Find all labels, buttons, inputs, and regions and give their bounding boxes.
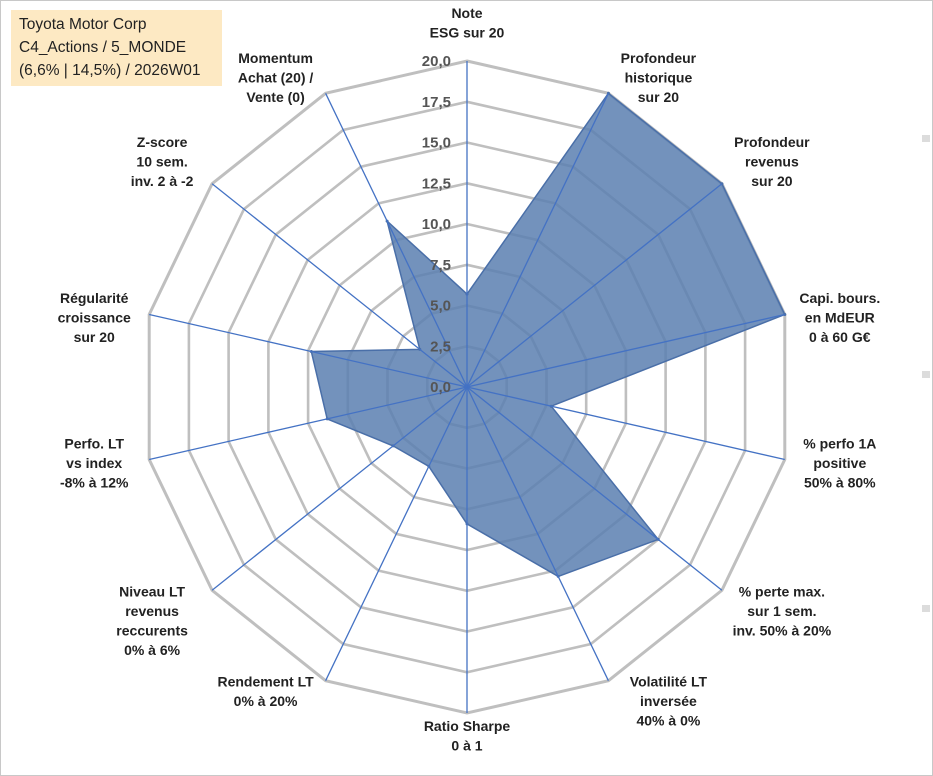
axis-label-line: sur 20 <box>74 329 115 345</box>
axis-label-line: croissance <box>58 310 131 326</box>
scrollbar-mark <box>922 605 930 612</box>
spoke-line <box>466 386 785 461</box>
axis-label-line: -8% à 12% <box>60 474 129 490</box>
spoke-line <box>466 386 723 591</box>
tick-label: 20,0 <box>422 53 451 70</box>
spoke-line <box>211 386 468 591</box>
tick-label: 10,0 <box>422 216 451 233</box>
axis-label-line: % perte max. <box>739 583 825 599</box>
axis-label-line: % perfo 1A <box>803 435 876 451</box>
axis-label-line: positive <box>813 455 866 471</box>
axis-label-12: Z-score 10 sem. inv. 2 à -2 <box>131 134 194 189</box>
tick-label: 17,5 <box>422 94 451 111</box>
axis-label-line: Régularité <box>60 290 129 306</box>
axis-label-line: inv. 2 à -2 <box>131 173 194 189</box>
axis-label-line: Niveau LT <box>119 583 185 599</box>
axis-label-line: Rendement LT <box>217 674 314 690</box>
axis-label-line: 0 à 60 G€ <box>809 329 871 345</box>
axis-label-0: Note ESG sur 20 <box>430 5 505 41</box>
spoke-line <box>466 313 785 388</box>
tick-label: 2,5 <box>430 338 451 355</box>
tick-label: 5,0 <box>430 298 451 315</box>
axis-label-line: 50% à 80% <box>804 474 876 490</box>
axis-label-10: Perfo. LT vs index -8% à 12% <box>60 435 129 490</box>
spoke-line <box>466 93 609 388</box>
axis-label-line: Profondeur <box>734 134 810 150</box>
axis-label-line: Perfo. LT <box>64 435 124 451</box>
axis-label-line: reccurents <box>116 622 188 638</box>
axis-label-line: 10 sem. <box>136 154 187 170</box>
spoke-line <box>325 386 468 681</box>
spoke-line <box>211 183 468 388</box>
axis-label-line: Momentum <box>238 50 313 66</box>
axis-label-line: Achat (20) / <box>238 69 314 85</box>
title-stats: (6,6% | 14,5%) / 2026W01 <box>19 62 201 79</box>
axis-label-line: sur 1 sem. <box>747 603 816 619</box>
chart-title-box: Toyota Motor Corp C4_Actions / 5_MONDE (… <box>11 10 222 86</box>
axis-label-line: 40% à 0% <box>636 713 700 729</box>
axis-label-line: Capi. bours. <box>799 290 880 306</box>
axis-label-line: Profondeur <box>621 50 697 66</box>
axis-label-line: revenus <box>125 603 179 619</box>
axis-label-9: Niveau LT revenus reccurents 0% à 6% <box>116 583 188 658</box>
axis-label-line: 0% à 6% <box>124 642 181 658</box>
scrollbar-mark <box>922 371 930 378</box>
axis-label-5: % perte max. sur 1 sem. inv. 50% à 20% <box>733 583 832 638</box>
radial-tick-labels: 0,0 2,5 5,0 7,5 10,0 12,5 15,0 17,5 20,0 <box>422 53 451 396</box>
axis-label-2: Profondeur revenus sur 20 <box>734 134 810 189</box>
axis-label-line: 0 à 1 <box>451 738 482 754</box>
spoke-line <box>466 183 723 388</box>
axis-label-7: Ratio Sharpe 0 à 1 <box>424 718 511 754</box>
axis-label-1: Profondeur historique sur 20 <box>621 50 697 105</box>
axis-label-line: Volatilité LT <box>630 674 708 690</box>
axis-label-line: Note <box>451 5 482 21</box>
axis-label-line: sur 20 <box>638 89 679 105</box>
spoke-line <box>466 386 609 681</box>
tick-label: 12,5 <box>422 175 451 192</box>
axis-label-line: Z-score <box>137 134 188 150</box>
axis-label-line: historique <box>625 69 693 85</box>
scrollbar[interactable] <box>922 5 930 771</box>
tick-label: 0,0 <box>430 379 451 396</box>
axis-label-4: % perfo 1A positive 50% à 80% <box>803 435 876 490</box>
axis-label-line: ESG sur 20 <box>430 25 505 41</box>
axis-label-11: Régularité croissance sur 20 <box>58 290 131 345</box>
axis-label-line: Vente (0) <box>246 89 304 105</box>
radar-spokes <box>149 61 785 713</box>
axis-label-line: vs index <box>66 455 122 471</box>
spoke-line <box>149 313 468 388</box>
series-area <box>310 92 786 578</box>
axis-label-8: Rendement LT 0% à 20% <box>217 674 314 710</box>
axis-label-line: inversée <box>640 693 697 709</box>
axis-label-line: revenus <box>745 154 799 170</box>
scrollbar-mark <box>922 135 930 142</box>
spoke-line <box>325 93 468 388</box>
title-category: C4_Actions / 5_MONDE <box>19 39 187 56</box>
category-labels: Note ESG sur 20 Profondeur historique sur 20… <box>58 5 881 754</box>
radar-series-layer <box>309 91 787 578</box>
axis-label-line: 0% à 20% <box>234 693 298 709</box>
axis-label-line: en MdEUR <box>805 310 875 326</box>
axis-label-6: Volatilité LT inversée 40% à 0% <box>630 674 708 729</box>
axis-label-line: inv. 50% à 20% <box>733 622 832 638</box>
axis-label-3: Capi. bours. en MdEUR 0 à 60 G€ <box>799 290 880 345</box>
spoke-line <box>149 386 468 461</box>
axis-label-line: Ratio Sharpe <box>424 718 511 734</box>
tick-label: 7,5 <box>430 257 451 274</box>
title-company: Toyota Motor Corp <box>19 16 147 33</box>
axis-label-13: Momentum Achat (20) / Vente (0) <box>238 50 314 105</box>
tick-label: 15,0 <box>422 135 451 152</box>
axis-label-line: sur 20 <box>751 173 792 189</box>
